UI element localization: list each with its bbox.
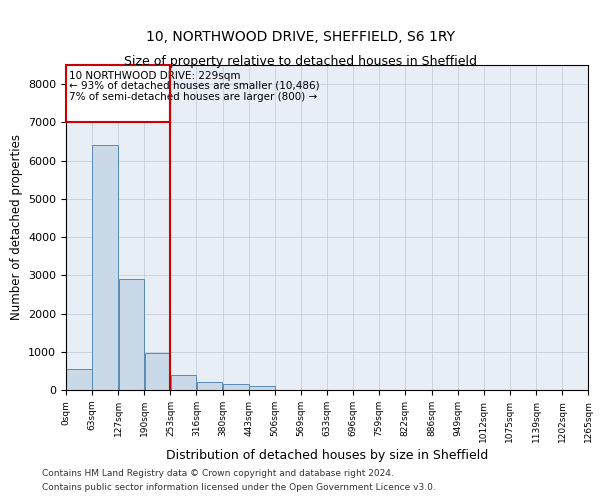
Text: 7% of semi-detached houses are larger (800) →: 7% of semi-detached houses are larger (8… bbox=[70, 92, 317, 102]
Bar bbox=[92, 146, 118, 390]
X-axis label: Distribution of detached houses by size in Sheffield: Distribution of detached houses by size … bbox=[166, 449, 488, 462]
Bar bbox=[249, 386, 275, 390]
Bar bbox=[223, 384, 249, 390]
Text: Size of property relative to detached houses in Sheffield: Size of property relative to detached ho… bbox=[124, 55, 476, 68]
Text: 10, NORTHWOOD DRIVE, SHEFFIELD, S6 1RY: 10, NORTHWOOD DRIVE, SHEFFIELD, S6 1RY bbox=[146, 30, 455, 44]
Text: Contains HM Land Registry data © Crown copyright and database right 2024.: Contains HM Land Registry data © Crown c… bbox=[42, 468, 394, 477]
Text: ← 93% of detached houses are smaller (10,486): ← 93% of detached houses are smaller (10… bbox=[70, 80, 320, 90]
Y-axis label: Number of detached properties: Number of detached properties bbox=[10, 134, 23, 320]
Bar bbox=[170, 374, 196, 390]
Bar bbox=[145, 352, 170, 390]
FancyBboxPatch shape bbox=[66, 65, 170, 122]
Text: 10 NORTHWOOD DRIVE: 229sqm: 10 NORTHWOOD DRIVE: 229sqm bbox=[70, 70, 241, 81]
Bar bbox=[197, 382, 222, 390]
Bar bbox=[66, 368, 92, 390]
Bar bbox=[119, 279, 145, 390]
Text: Contains public sector information licensed under the Open Government Licence v3: Contains public sector information licen… bbox=[42, 484, 436, 492]
